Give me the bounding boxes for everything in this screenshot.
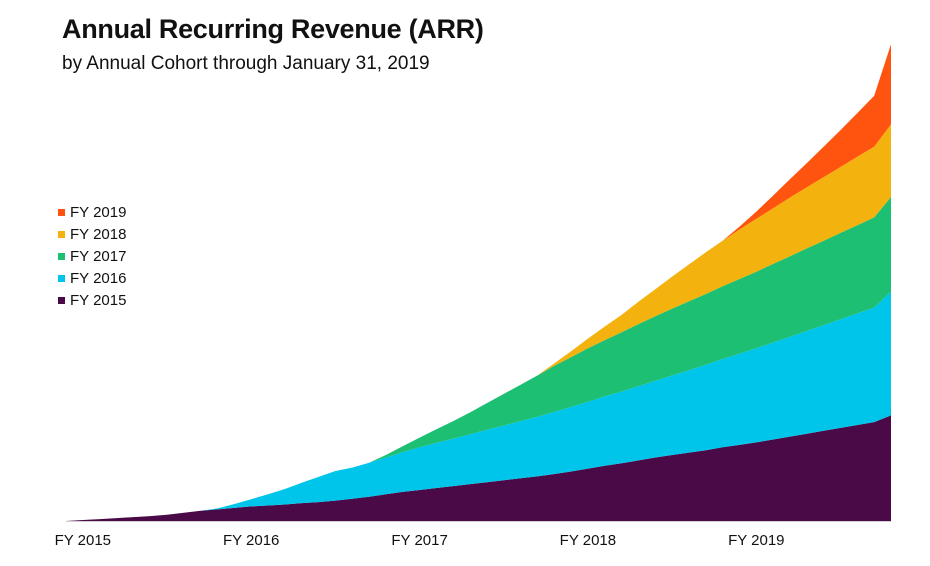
- legend-swatch-fy-2018: [58, 230, 65, 238]
- legend-swatch-fy-2017: [58, 252, 65, 260]
- chart-legend: FY 2019 FY 2018 FY 2017 FY 2016 FY 2015: [58, 201, 126, 311]
- legend-swatch-fy-2016: [58, 274, 65, 282]
- legend-item-fy-2018: FY 2018: [58, 223, 126, 245]
- x-tick-label-fy-2015: FY 2015: [55, 532, 111, 549]
- legend-item-fy-2015: FY 2015: [58, 289, 126, 311]
- x-axis-ticks: FY 2015 FY 2016 FY 2017 FY 2018 FY 2019: [55, 532, 785, 549]
- chart-title: Annual Recurring Revenue (ARR): [62, 14, 484, 44]
- x-tick-label-fy-2016: FY 2016: [223, 532, 279, 549]
- legend-item-fy-2016: FY 2016: [58, 267, 126, 289]
- chart-subtitle: by Annual Cohort through January 31, 201…: [62, 53, 430, 74]
- legend-item-fy-2019: FY 2019: [58, 201, 126, 223]
- legend-label-fy-2016: FY 2016: [70, 269, 127, 287]
- legend-label-fy-2018: FY 2018: [70, 225, 127, 243]
- legend-swatch-fy-2019: [58, 208, 65, 216]
- legend-swatch-fy-2015: [58, 296, 65, 304]
- x-tick-label-fy-2019: FY 2019: [728, 532, 784, 549]
- area-fy-2016: [66, 291, 891, 521]
- legend-item-fy-2017: FY 2017: [58, 245, 126, 267]
- legend-label-fy-2019: FY 2019: [70, 203, 127, 221]
- x-tick-label-fy-2018: FY 2018: [560, 532, 616, 549]
- series-areas: [66, 44, 891, 522]
- x-tick-label-fy-2017: FY 2017: [391, 532, 447, 549]
- legend-label-fy-2017: FY 2017: [70, 247, 127, 265]
- area-fy-2015: [66, 415, 891, 521]
- legend-label-fy-2015: FY 2015: [70, 291, 127, 309]
